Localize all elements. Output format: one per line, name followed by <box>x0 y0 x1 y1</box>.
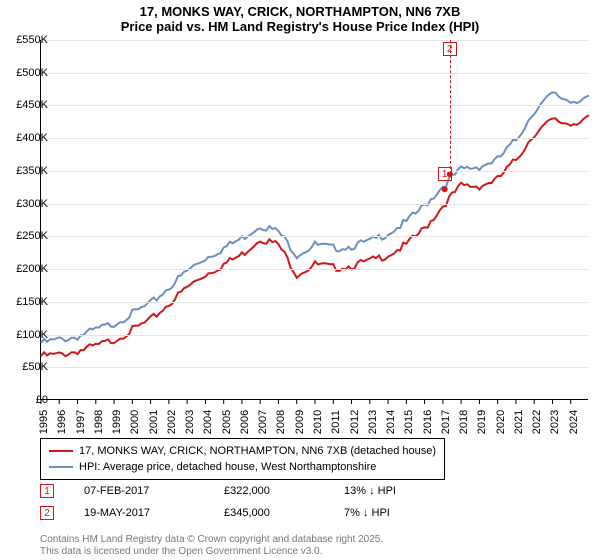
y-axis-label: £200K <box>16 263 48 275</box>
footer-line2: This data is licensed under the Open Gov… <box>40 546 322 557</box>
y-axis-label: £50K <box>22 361 48 373</box>
x-axis-label: 2019 <box>477 410 489 434</box>
y-axis-label: £450K <box>16 99 48 111</box>
y-axis-label: £400K <box>16 132 48 144</box>
legend-row: 17, MONKS WAY, CRICK, NORTHAMPTON, NN6 7… <box>49 443 436 459</box>
series-hpi <box>41 92 589 343</box>
data-row-price: £345,000 <box>224 507 314 519</box>
legend-swatch <box>49 466 73 468</box>
x-axis-label: 1999 <box>111 410 123 434</box>
data-row-date: 19-MAY-2017 <box>84 507 194 519</box>
y-axis-label: £550K <box>16 34 48 46</box>
gridline <box>41 335 589 336</box>
gridline <box>41 105 589 106</box>
x-axis-label: 2009 <box>294 410 306 434</box>
data-row-1: 1 07-FEB-2017 £322,000 13% ↓ HPI <box>40 484 396 498</box>
x-axis-label: 2007 <box>257 410 269 434</box>
chart-area: 12 <box>40 40 588 400</box>
y-axis-label: £100K <box>16 329 48 341</box>
x-axis-label: 2010 <box>312 410 324 434</box>
legend-swatch <box>49 450 73 452</box>
x-axis-label: 2013 <box>367 410 379 434</box>
x-axis-label: 2015 <box>404 410 416 434</box>
x-axis-label: 2012 <box>349 410 361 434</box>
data-row-marker: 2 <box>40 506 54 520</box>
chart-title-line2: Price paid vs. HM Land Registry's House … <box>0 19 600 34</box>
x-axis-label: 1998 <box>93 410 105 434</box>
marker-box-2: 2 <box>443 42 457 56</box>
x-axis-label: 2021 <box>513 410 525 434</box>
gridline <box>41 73 589 74</box>
legend: 17, MONKS WAY, CRICK, NORTHAMPTON, NN6 7… <box>40 438 445 480</box>
x-axis-label: 2022 <box>531 410 543 434</box>
x-axis-label: 1996 <box>57 410 69 434</box>
y-axis-label: £350K <box>16 165 48 177</box>
x-axis-label: 2003 <box>184 410 196 434</box>
x-axis-label: 2000 <box>130 410 142 434</box>
gridline <box>41 40 589 41</box>
data-row-date: 07-FEB-2017 <box>84 485 194 497</box>
data-row-delta: 13% ↓ HPI <box>344 485 396 497</box>
x-axis-label: 2020 <box>495 410 507 434</box>
x-axis-label: 2023 <box>550 410 562 434</box>
x-axis-label: 2018 <box>458 410 470 434</box>
x-axis-label: 2017 <box>440 410 452 434</box>
data-row-2: 2 19-MAY-2017 £345,000 7% ↓ HPI <box>40 506 390 520</box>
gridline <box>41 138 589 139</box>
x-axis-label: 1995 <box>38 410 50 434</box>
y-axis-label: £250K <box>16 230 48 242</box>
marker-dot-1 <box>442 186 448 192</box>
gridline <box>41 236 589 237</box>
marker-vline-2 <box>450 40 451 174</box>
data-row-delta: 7% ↓ HPI <box>344 507 390 519</box>
x-axis-label: 2011 <box>330 410 342 434</box>
gridline <box>41 204 589 205</box>
plot-region: 12 <box>40 40 588 400</box>
x-axis-label: 2002 <box>166 410 178 434</box>
data-row-marker: 1 <box>40 484 54 498</box>
x-axis-label: 2004 <box>203 410 215 434</box>
legend-row: HPI: Average price, detached house, West… <box>49 459 436 475</box>
gridline <box>41 302 589 303</box>
x-axis-label: 2014 <box>385 410 397 434</box>
y-axis-label: £500K <box>16 67 48 79</box>
x-axis-label: 2024 <box>568 410 580 434</box>
chart-title-line1: 17, MONKS WAY, CRICK, NORTHAMPTON, NN6 7… <box>0 0 600 19</box>
footer-line1: Contains HM Land Registry data © Crown c… <box>40 534 383 545</box>
y-axis-label: £0 <box>36 394 48 406</box>
x-axis-label: 2006 <box>239 410 251 434</box>
gridline <box>41 171 589 172</box>
data-row-price: £322,000 <box>224 485 314 497</box>
x-axis-label: 1997 <box>75 410 87 434</box>
y-axis-label: £300K <box>16 198 48 210</box>
x-axis-label: 2016 <box>422 410 434 434</box>
legend-text: HPI: Average price, detached house, West… <box>79 461 376 473</box>
x-axis-label: 2008 <box>276 410 288 434</box>
x-axis-label: 2001 <box>148 410 160 434</box>
gridline <box>41 367 589 368</box>
chart-svg <box>41 40 589 400</box>
y-axis-label: £150K <box>16 296 48 308</box>
legend-text: 17, MONKS WAY, CRICK, NORTHAMPTON, NN6 7… <box>79 445 436 457</box>
x-axis-label: 2005 <box>221 410 233 434</box>
gridline <box>41 269 589 270</box>
